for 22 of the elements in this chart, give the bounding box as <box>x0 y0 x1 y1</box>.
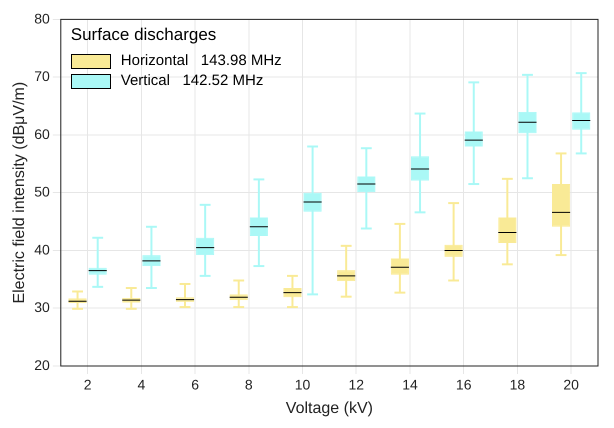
legend-label: Horizontal 143.98 MHz <box>120 51 282 72</box>
y-tick-label: 60 <box>34 126 50 142</box>
x-tick-label: 6 <box>191 376 200 392</box>
y-tick-label: 80 <box>34 10 50 26</box>
x-tick-label: 16 <box>456 376 472 392</box>
y-tick-label: 50 <box>34 184 50 200</box>
y-axis-title: Electric field intensity (dBμV/m) <box>11 82 28 304</box>
y-tick-label: 30 <box>34 299 50 316</box>
x-tick-label: 14 <box>402 376 418 392</box>
x-axis-title: Voltage (kV) <box>286 400 373 417</box>
x-tick-label: 20 <box>563 376 580 392</box>
x-tick-label: 2 <box>84 376 92 392</box>
x-tick-label: 12 <box>348 376 364 392</box>
legend-title: Surface discharges <box>70 25 218 46</box>
y-tick-label: 70 <box>34 68 50 84</box>
y-tick-label: 40 <box>34 241 50 258</box>
x-tick-label: 10 <box>294 376 311 392</box>
y-tick-label: 20 <box>34 356 50 373</box>
x-tick-label: 8 <box>244 376 253 392</box>
legend-label: Vertical 142.52 MHz <box>120 71 264 92</box>
x-tick-label: 4 <box>137 376 146 392</box>
x-tick-label: 18 <box>510 376 526 392</box>
